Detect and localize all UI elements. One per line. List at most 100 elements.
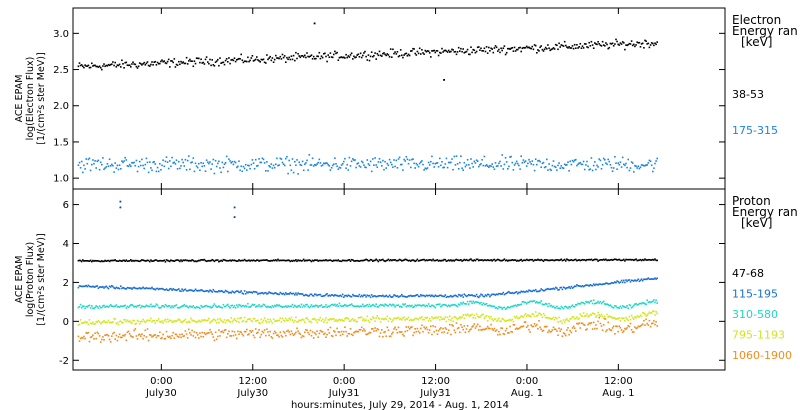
data-point (321, 318, 324, 321)
data-point (222, 303, 225, 306)
data-point (589, 45, 592, 47)
data-point (439, 51, 441, 54)
data-point (203, 63, 206, 65)
data-point (160, 321, 162, 323)
data-point (208, 305, 210, 308)
data-point (573, 318, 576, 320)
data-point (188, 306, 190, 309)
data-point (365, 55, 367, 58)
data-point (155, 287, 158, 290)
data-point (637, 315, 640, 318)
data-point (533, 323, 536, 325)
data-point (241, 59, 244, 61)
data-point (84, 260, 86, 262)
data-point (260, 333, 263, 336)
data-point (324, 52, 326, 55)
data-point (541, 48, 544, 51)
data-point (137, 65, 140, 68)
data-point (189, 321, 191, 323)
data-point (93, 323, 95, 325)
data-point (414, 295, 416, 297)
data-point (447, 329, 450, 331)
data-point (282, 56, 285, 59)
data-point (543, 166, 546, 169)
data-point (153, 161, 155, 163)
data-point (230, 292, 232, 294)
data-point (130, 304, 132, 306)
data-point (485, 295, 488, 297)
data-point (232, 306, 235, 309)
data-point (184, 330, 187, 332)
data-point (523, 321, 526, 323)
data-point (212, 288, 215, 291)
data-point (610, 258, 613, 261)
data-point (389, 295, 392, 298)
data-point (182, 290, 184, 292)
data-point (590, 157, 593, 159)
data-point (123, 318, 125, 321)
data-point (573, 305, 576, 308)
data-point (174, 163, 177, 165)
data-point (466, 294, 469, 297)
data-point (78, 259, 81, 262)
data-point (640, 259, 643, 262)
data-point (486, 52, 489, 54)
data-point (133, 286, 135, 289)
data-point (191, 319, 193, 321)
data-point (190, 289, 192, 291)
data-point (344, 318, 346, 320)
data-point (551, 306, 554, 308)
data-point (326, 333, 328, 336)
data-point (393, 52, 395, 55)
data-point (288, 331, 290, 333)
data-point (547, 317, 549, 319)
data-point (113, 64, 115, 67)
data-point (408, 328, 411, 330)
data-point (272, 318, 275, 320)
data-point (518, 304, 520, 306)
data-point (217, 318, 219, 321)
data-point (343, 296, 345, 298)
data-point (609, 329, 612, 331)
data-point (391, 259, 393, 262)
data-point (396, 304, 399, 307)
data-point (203, 305, 206, 308)
data-point (89, 259, 92, 262)
data-point (541, 330, 544, 332)
data-point (155, 319, 158, 322)
data-point (105, 285, 108, 288)
data-point (258, 329, 260, 331)
data-point (102, 157, 104, 159)
data-point (319, 162, 322, 164)
data-point (308, 56, 311, 58)
data-point (194, 320, 197, 323)
data-point (407, 260, 410, 262)
data-point (105, 64, 108, 67)
data-point (652, 42, 654, 45)
data-point (87, 260, 90, 262)
data-point (185, 259, 188, 262)
data-point (138, 62, 141, 64)
data-point (453, 316, 456, 318)
data-point (554, 328, 557, 331)
data-point (269, 292, 271, 294)
data-point (334, 320, 336, 322)
data-point (601, 329, 604, 331)
data-point (131, 260, 133, 262)
data-point (96, 285, 99, 287)
data-point (114, 318, 116, 320)
data-point (150, 287, 152, 290)
data-point (594, 161, 596, 163)
data-point (469, 167, 471, 169)
data-point (377, 295, 380, 297)
data-point (424, 316, 427, 319)
data-point (231, 58, 234, 61)
data-point (77, 164, 80, 166)
data-point (297, 292, 299, 294)
data-point (252, 162, 255, 164)
data-point (276, 293, 278, 295)
data-point (489, 317, 491, 320)
data-point (244, 60, 247, 63)
data-point (635, 280, 637, 282)
data-point (315, 293, 317, 296)
